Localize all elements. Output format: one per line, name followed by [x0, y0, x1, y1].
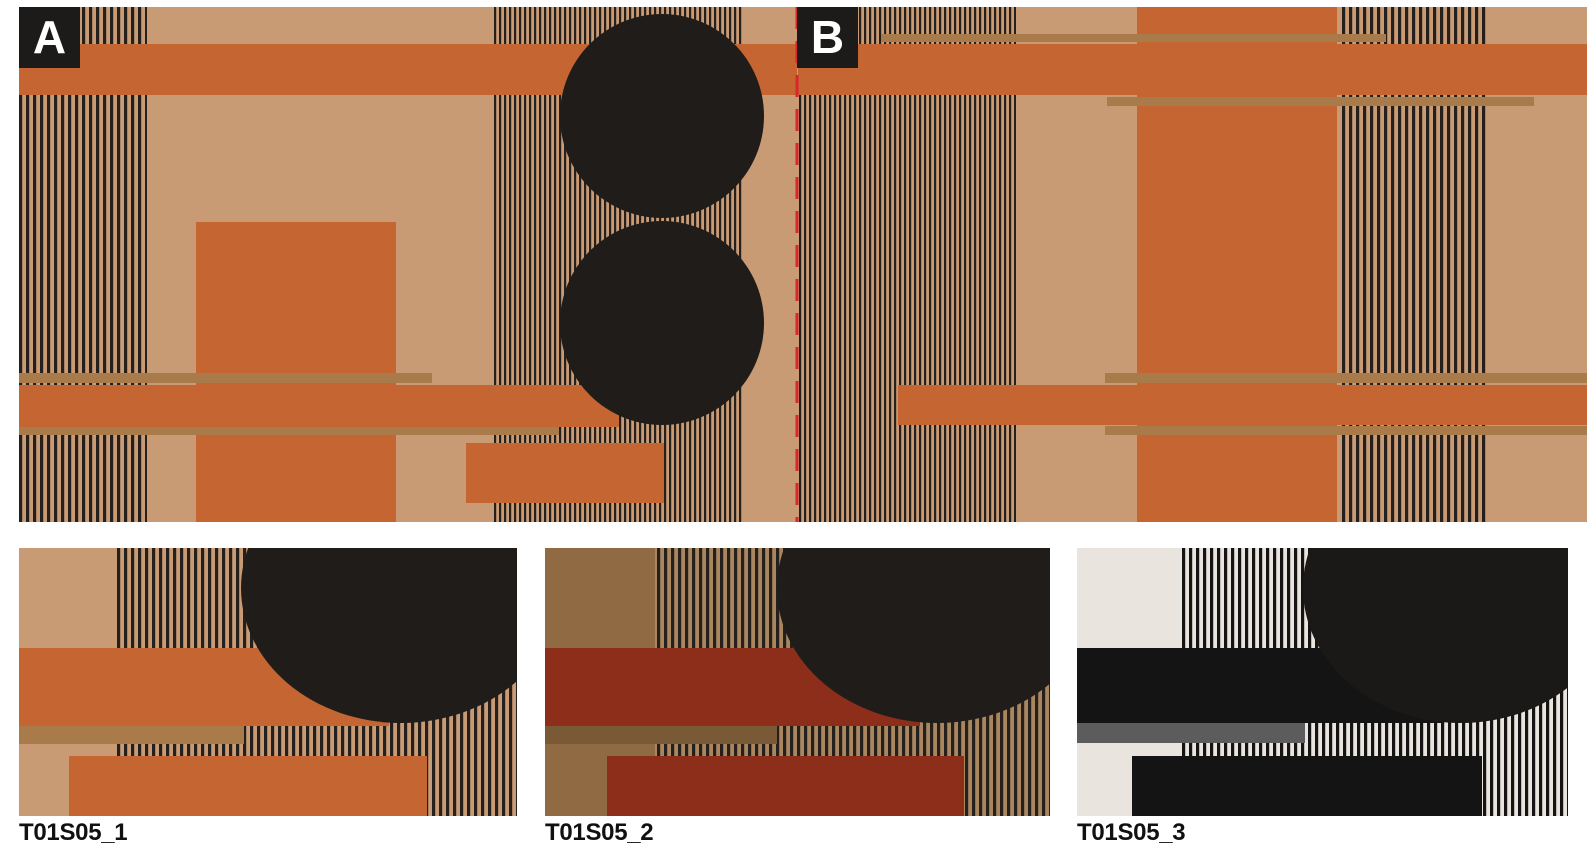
orange-block-small: [466, 443, 664, 503]
variant-thumbnail-2[interactable]: [545, 548, 1050, 816]
ochre-strip: [1105, 373, 1587, 383]
pattern-composite-artwork: [19, 7, 1587, 522]
orange-bar-top-b: [798, 44, 1587, 95]
ochre-strip: [881, 34, 1386, 42]
variant-thumbnail-3[interactable]: [1077, 548, 1568, 816]
panel-label-b: B: [797, 7, 858, 68]
ochre-strip: [1105, 426, 1587, 435]
black-circle-bottom: [560, 221, 764, 425]
variant-2-artwork: [545, 548, 1050, 816]
ochre-strip: [19, 427, 559, 435]
variant-code-1: T01S05_1: [19, 819, 128, 846]
pattern-composite: [19, 7, 1587, 522]
ochre-strip: [19, 373, 432, 383]
orange-block: [196, 222, 396, 522]
variant-code-3: T01S05_3: [1077, 819, 1186, 846]
panel-label-a: A: [19, 7, 80, 68]
black-circle-top: [560, 14, 764, 218]
variant-code-2: T01S05_2: [545, 819, 654, 846]
variant-thumbnail-1[interactable]: [19, 548, 517, 816]
orange-bar-mid: [19, 385, 619, 427]
ochre-strip: [1107, 97, 1534, 106]
variant-1-artwork: [19, 548, 517, 816]
orange-bar-mid-b: [898, 385, 1587, 425]
variant-3-artwork: [1077, 548, 1568, 816]
